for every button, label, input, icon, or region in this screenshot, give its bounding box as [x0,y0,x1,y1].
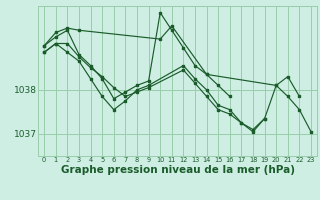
X-axis label: Graphe pression niveau de la mer (hPa): Graphe pression niveau de la mer (hPa) [60,165,295,175]
